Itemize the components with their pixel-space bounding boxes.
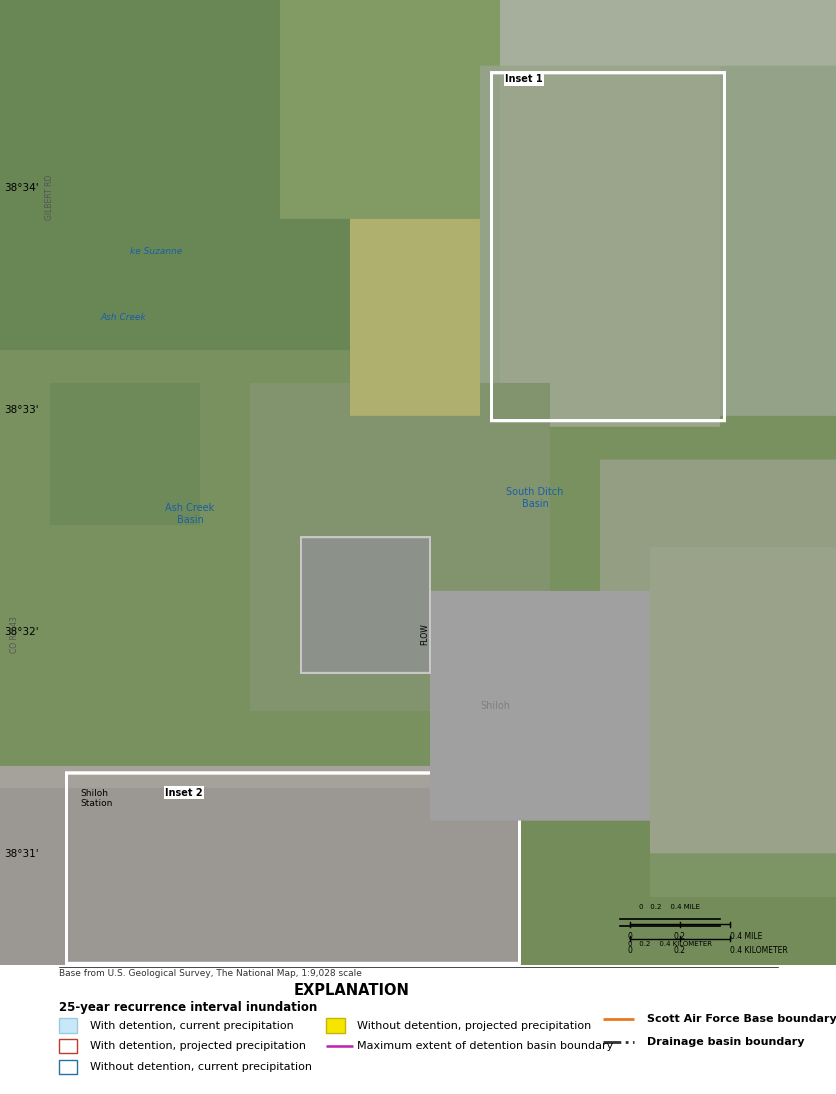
Text: Ash Creek
Basin: Ash Creek Basin [166, 503, 214, 525]
Text: Base from U.S. Geological Survey, The National Map, 1:9,028 scale: Base from U.S. Geological Survey, The Na… [59, 969, 361, 978]
Text: 0   0.2    0.4 MILE: 0 0.2 0.4 MILE [639, 905, 700, 910]
Text: ke Suzanne: ke Suzanne [130, 247, 182, 256]
Text: GILBERT RD: GILBERT RD [45, 174, 54, 220]
Text: EXPLANATION: EXPLANATION [293, 984, 409, 998]
Text: 0.2: 0.2 [673, 932, 686, 941]
Text: 0   0.2    0.4 KILOMETER: 0 0.2 0.4 KILOMETER [627, 941, 711, 946]
Text: 38°32': 38°32' [4, 627, 38, 637]
Text: Scott Air Force Base boundary: Scott Air Force Base boundary [646, 1014, 836, 1024]
Text: 25-year recurrence interval inundation: 25-year recurrence interval inundation [59, 1001, 317, 1014]
Bar [59, 1019, 77, 1033]
Text: Ash Creek: Ash Creek [99, 313, 145, 322]
Text: South Ditch
Basin: South Ditch Basin [506, 487, 563, 509]
Text: 38°31': 38°31' [4, 849, 38, 859]
Text: 0.4 KILOMETER: 0.4 KILOMETER [729, 946, 787, 955]
Text: Shiloh
Station: Shiloh Station [80, 789, 112, 808]
Text: Inset 2: Inset 2 [165, 788, 202, 798]
Text: FLOW: FLOW [420, 624, 429, 645]
Text: Without detention, current precipitation: Without detention, current precipitation [89, 1062, 311, 1072]
Text: Shiloh: Shiloh [479, 700, 509, 711]
Text: 38°34': 38°34' [4, 183, 38, 194]
Text: Without detention, projected precipitation: Without detention, projected precipitati… [357, 1021, 591, 1031]
Text: 38°33': 38°33' [4, 405, 38, 415]
Text: 0: 0 [627, 946, 632, 955]
Bar [59, 1060, 77, 1074]
Text: Maximum extent of detention basin boundary: Maximum extent of detention basin bounda… [357, 1041, 613, 1051]
Text: 0: 0 [627, 932, 632, 941]
Text: 0.2: 0.2 [673, 946, 686, 955]
Bar [59, 1039, 77, 1054]
Text: With detention, current precipitation: With detention, current precipitation [89, 1021, 293, 1031]
Text: CO RD 43: CO RD 43 [11, 616, 19, 653]
Text: 0.4 MILE: 0.4 MILE [729, 932, 762, 941]
Text: Inset 1: Inset 1 [504, 74, 542, 84]
Bar [326, 1019, 344, 1033]
Text: Drainage basin boundary: Drainage basin boundary [646, 1037, 803, 1047]
Text: With detention, projected precipitation: With detention, projected precipitation [89, 1041, 305, 1051]
